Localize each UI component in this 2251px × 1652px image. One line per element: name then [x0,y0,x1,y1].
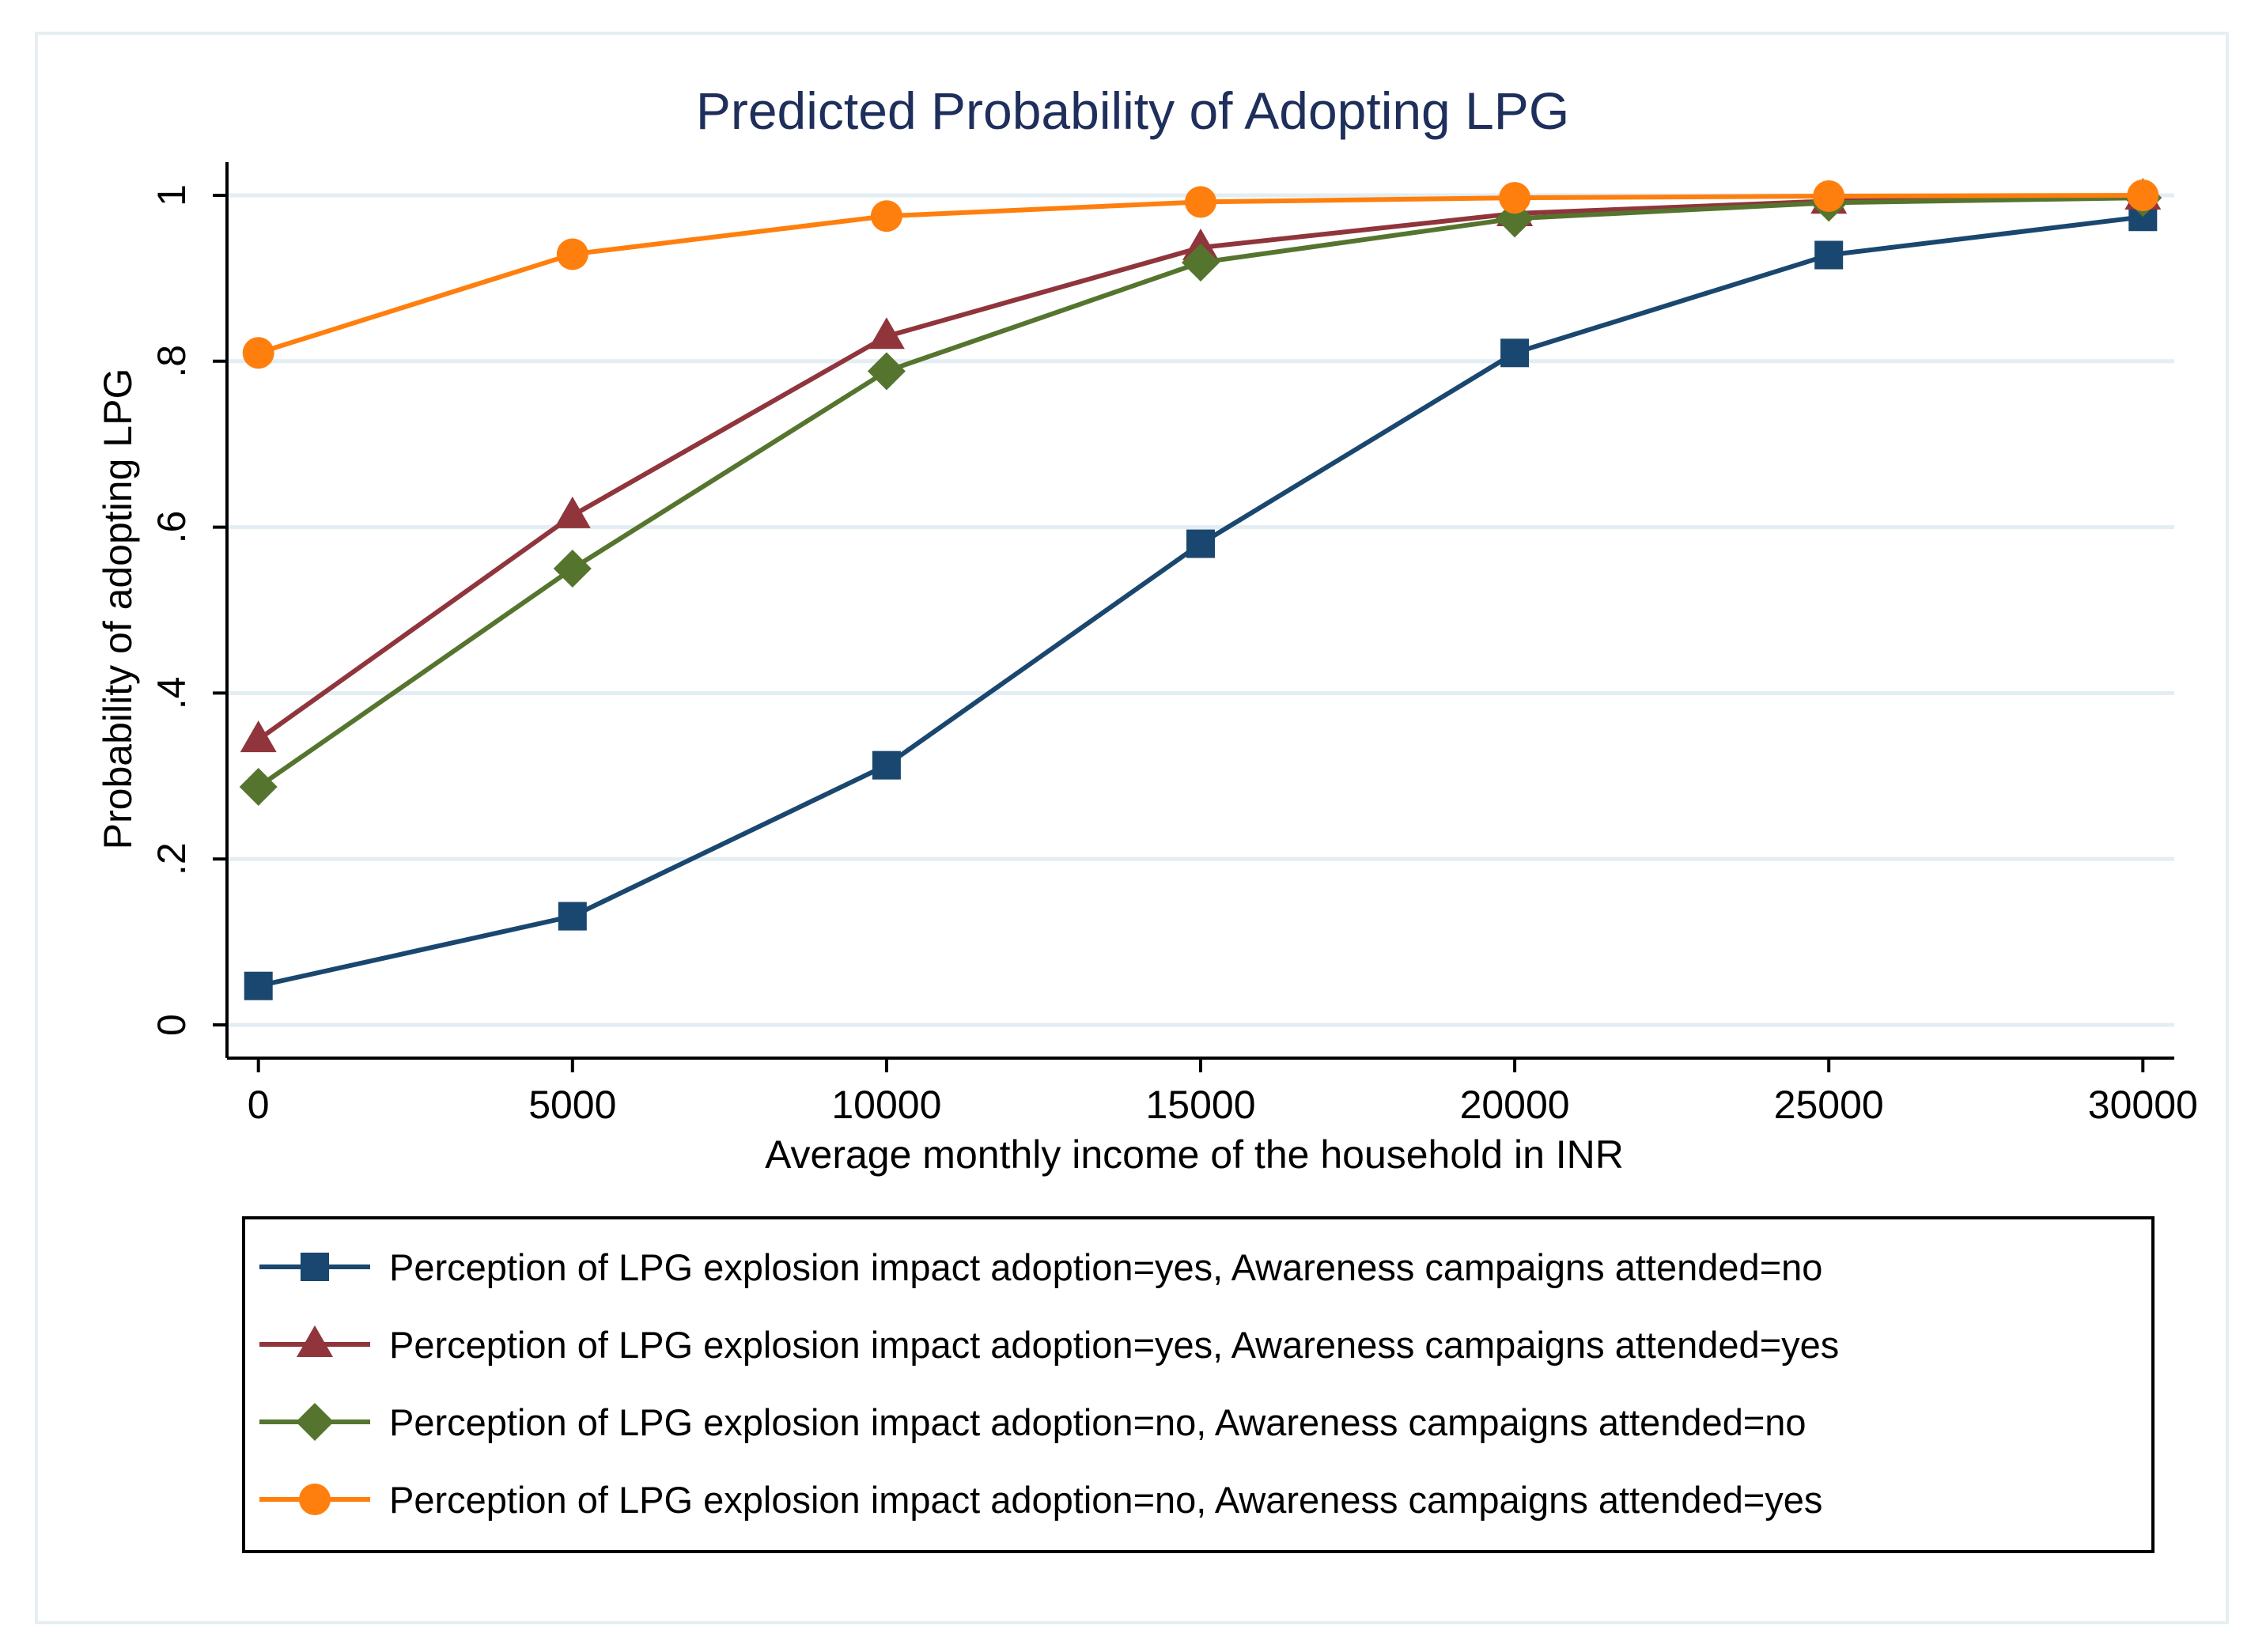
x-axis-label: Average monthly income of the household … [765,1132,1624,1177]
legend-swatch-marker-3 [296,1403,334,1441]
series-2-point-2 [868,317,905,350]
x-tick-label-0: 0 [248,1083,270,1127]
series-4-point-1 [556,238,588,270]
axes: 0 .2 .4 .6 .8 1 0 5000 10000 15000 20000 25000 30000 [149,162,2198,1127]
y-tick-label-0: 0 [149,1014,194,1036]
series-4-point-4 [1499,182,1531,214]
series-3-point-2 [867,352,906,391]
series-1-point-2 [872,750,901,780]
legend-entry-1: Perception of LPG explosion impact adopt… [259,1246,1822,1288]
series-layer [239,178,2162,1000]
x-tick-label-6: 30000 [2088,1083,2198,1127]
series-1-point-4 [1500,338,1530,368]
legend-label-4: Perception of LPG explosion impact adopt… [389,1479,1822,1521]
x-tick-label-4: 20000 [1460,1083,1570,1127]
series-3-point-3 [1182,243,1220,282]
y-tick-label-1: .2 [149,842,194,875]
legend: Perception of LPG explosion impact adopt… [242,1216,2155,1553]
series-4-point-2 [870,200,902,232]
x-tick-label-3: 15000 [1145,1083,1255,1127]
plot-area: 0 .2 .4 .6 .8 1 0 5000 10000 15000 20000 25000 30000 [149,162,2198,1127]
y-tick-label-3: .6 [149,511,194,544]
y-tick-label-5: 1 [149,184,194,206]
series-3-point-1 [553,550,592,588]
legend-label-2: Perception of LPG explosion impact adopt… [389,1324,1839,1366]
legend-label-1: Perception of LPG explosion impact adopt… [389,1246,1822,1288]
legend-label-3: Perception of LPG explosion impact adopt… [389,1401,1806,1443]
x-tick-label-1: 5000 [528,1083,616,1127]
series-3-point-0 [239,767,278,806]
series-2-point-1 [554,496,591,528]
legend-entry-2: Perception of LPG explosion impact adopt… [259,1324,1839,1366]
series-1-point-0 [244,971,273,1000]
x-tick-label-2: 10000 [831,1083,941,1127]
chart-title: Predicted Probability of Adopting LPG [696,81,1569,140]
series-1-point-5 [1814,240,1844,270]
legend-entries: Perception of LPG explosion impact adopt… [259,1246,1839,1521]
legend-entry-4: Perception of LPG explosion impact adopt… [259,1479,1822,1521]
legend-entry-3: Perception of LPG explosion impact adopt… [259,1401,1806,1443]
y-axis-label: Probability of adopting LPG [96,369,140,850]
legend-swatch-marker-4 [299,1484,331,1515]
series-4-point-0 [242,337,274,369]
series-4-point-3 [1185,186,1216,218]
legend-box [242,1216,2155,1553]
series-2-point-0 [240,720,277,753]
series-1-point-3 [1186,529,1215,558]
series-4-point-5 [1813,180,1845,213]
x-tick-label-5: 25000 [1774,1083,1884,1127]
series-4-point-6 [2127,179,2159,211]
series-4 [242,179,2159,369]
y-tick-label-2: .4 [149,677,194,710]
series-1-point-1 [558,902,587,931]
legend-swatch-marker-1 [301,1253,329,1281]
y-tick-label-4: .8 [149,345,194,378]
legend-swatch-marker-2 [297,1325,333,1357]
